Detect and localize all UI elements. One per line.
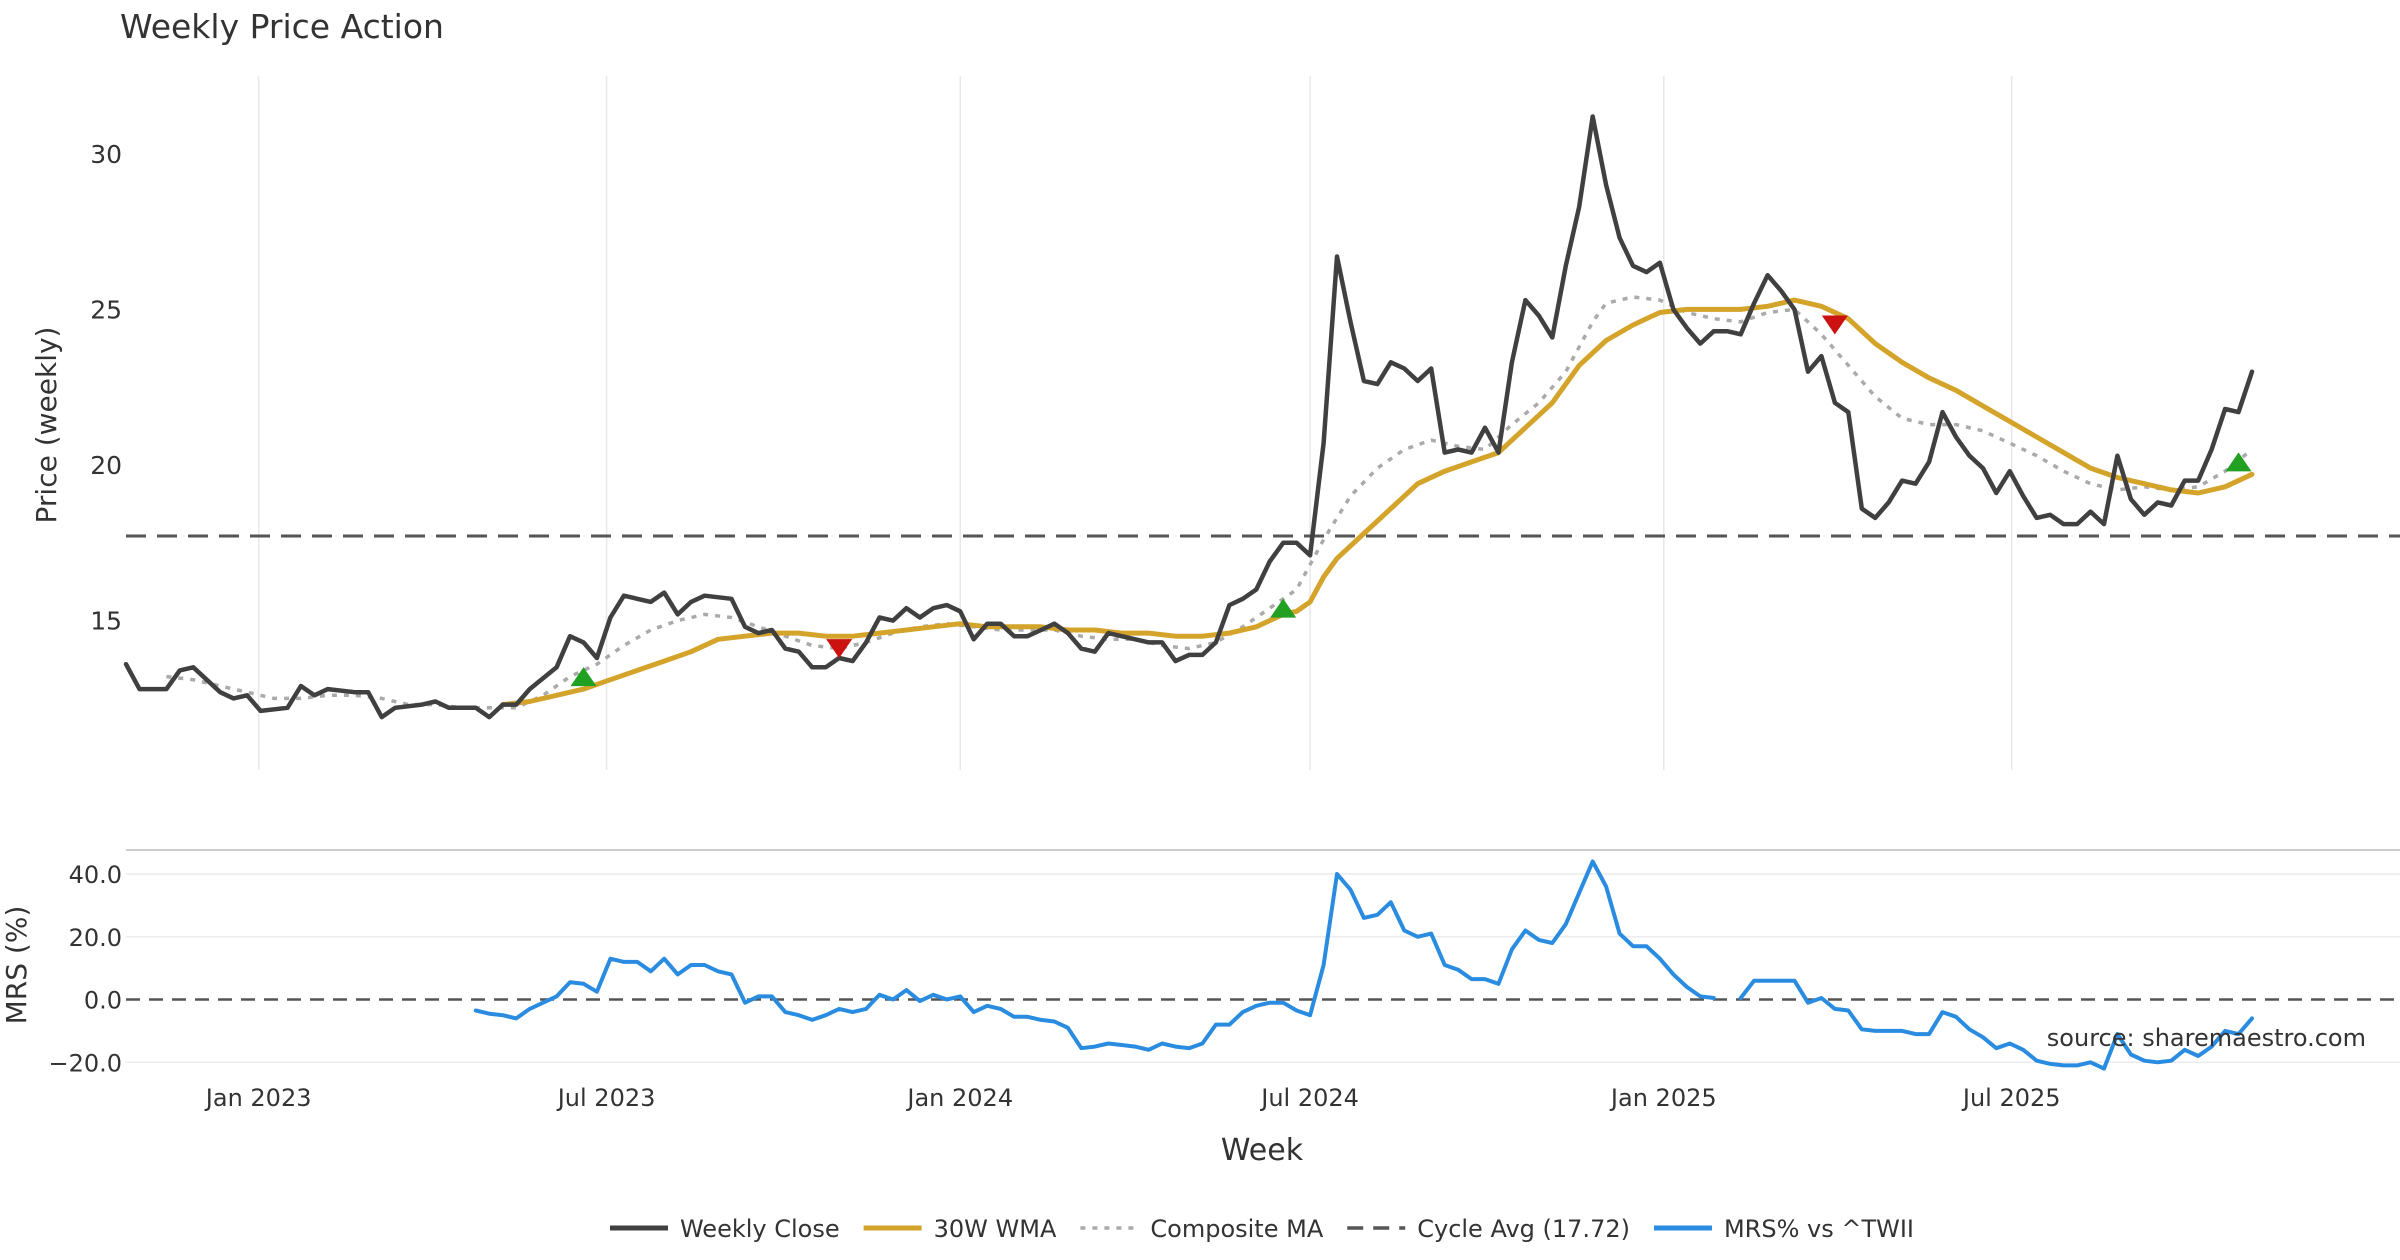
buy-signal-marker [1270, 598, 1297, 618]
x-tick-label: Jan 2023 [204, 1084, 312, 1112]
mrs-y-axis-label: MRS (%) [0, 906, 33, 1025]
sell-signal-marker [826, 639, 853, 659]
price-y-tick-label: 15 [90, 607, 122, 636]
sell-signal-marker [1821, 315, 1848, 335]
buy-signal-marker [570, 667, 597, 687]
x-tick-label: Jan 2025 [1609, 1084, 1717, 1112]
weekly-close-line [123, 114, 2255, 720]
legend: Weekly Close 30W WMA Composite MA Cycle Avg… [609, 1215, 1914, 1243]
mrs-y-tick-label: 0.0 [84, 987, 122, 1015]
x-tick-label: Jan 2024 [905, 1084, 1013, 1112]
legend-label: Weekly Close [680, 1215, 840, 1243]
price-y-axis-label: Price (weekly) [30, 327, 63, 524]
composite-ma-line [166, 295, 2254, 710]
mrs-y-tick-label: 40.0 [69, 861, 122, 889]
mrs-y-tick-label: 20.0 [69, 924, 122, 952]
x-tick-label: Jul 2025 [1961, 1084, 2061, 1112]
price-y-tick-label: 30 [90, 140, 122, 169]
source-note: source: sharemaestro.com [2047, 1024, 2366, 1052]
mrs-line [473, 859, 1716, 1052]
legend-label: 30W WMA [934, 1215, 1057, 1243]
legend-label: Cycle Avg (17.72) [1417, 1215, 1630, 1243]
x-tick-label: Jul 2024 [1259, 1084, 1359, 1112]
mrs-y-tick-label: −20.0 [48, 1049, 122, 1077]
buy-signal-marker [2225, 452, 2252, 472]
x-tick-label: Jul 2023 [556, 1084, 656, 1112]
chart-title: Weekly Price Action [120, 7, 444, 46]
mrs-line [1738, 978, 2254, 1071]
price-y-tick-label: 25 [90, 295, 122, 324]
legend-label: Composite MA [1150, 1215, 1323, 1243]
legend-label: MRS% vs ^TWII [1724, 1215, 1914, 1243]
x-axis-label: Week [1221, 1133, 1304, 1168]
wma-30w-line [500, 297, 2255, 708]
price-y-tick-label: 20 [90, 451, 122, 480]
